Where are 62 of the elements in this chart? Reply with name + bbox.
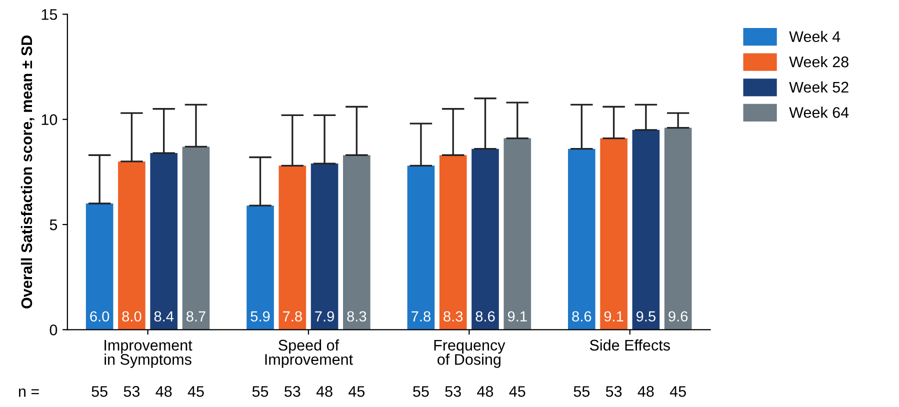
y-tick-label: 10 bbox=[42, 114, 58, 126]
data-label: 8.3 bbox=[347, 311, 366, 322]
y-axis-title: Overall Satisfaction score, mean ± SD bbox=[20, 36, 34, 308]
text: 45 bbox=[670, 386, 686, 397]
text: 53 bbox=[284, 386, 300, 397]
data-label: 8.0 bbox=[122, 311, 142, 322]
data-label: 8.7 bbox=[186, 311, 206, 322]
text: n = bbox=[18, 388, 39, 397]
bar bbox=[439, 155, 467, 330]
bar bbox=[600, 138, 628, 330]
data-label: 6.0 bbox=[90, 311, 110, 322]
data-label: 8.6 bbox=[572, 311, 592, 322]
legend-label: Week 28 bbox=[789, 56, 848, 68]
bar bbox=[664, 128, 692, 330]
bar bbox=[86, 204, 114, 330]
legend-label: Week 52 bbox=[789, 81, 848, 93]
text: 48 bbox=[156, 386, 172, 397]
x-tick-label: Speed of Improvement bbox=[265, 339, 353, 368]
y-tick-label: 5 bbox=[50, 220, 58, 230]
text: 45 bbox=[509, 386, 526, 397]
text: 53 bbox=[606, 386, 622, 397]
bar bbox=[632, 130, 660, 330]
legend-label: Week 4 bbox=[789, 30, 840, 42]
bar bbox=[278, 166, 306, 330]
bar bbox=[568, 148, 596, 330]
data-label: 9.1 bbox=[508, 311, 527, 322]
x-tick-label: Side Effects bbox=[590, 339, 670, 351]
data-label: 9.1 bbox=[604, 311, 624, 322]
bar bbox=[472, 148, 499, 330]
data-label: 8.6 bbox=[476, 311, 495, 322]
bar bbox=[246, 206, 274, 330]
y-tick-label: 15 bbox=[42, 9, 58, 20]
data-label: 7.8 bbox=[412, 311, 430, 322]
text: 48 bbox=[477, 386, 494, 397]
bar bbox=[504, 138, 532, 330]
data-label: 9.6 bbox=[668, 311, 688, 322]
text: 45 bbox=[188, 386, 204, 397]
data-label: 7.8 bbox=[283, 311, 302, 322]
x-tick-label: Improvement in Symptoms bbox=[104, 340, 192, 368]
text: 55 bbox=[574, 386, 590, 397]
x-tick-label: Frequency of Dosing bbox=[434, 340, 506, 368]
data-label: 8.3 bbox=[444, 311, 463, 322]
bar bbox=[150, 153, 178, 330]
data-label: 9.5 bbox=[636, 311, 656, 322]
data-label: 7.9 bbox=[315, 311, 334, 322]
text: 48 bbox=[638, 386, 654, 397]
y-tick-label: 0 bbox=[50, 324, 58, 336]
bar bbox=[343, 155, 370, 330]
legend-label: Week 64 bbox=[789, 106, 849, 118]
text: 53 bbox=[445, 386, 461, 397]
bar bbox=[310, 164, 338, 330]
bar bbox=[407, 166, 435, 330]
text: 55 bbox=[92, 386, 108, 397]
text: 48 bbox=[316, 386, 332, 397]
text: 55 bbox=[413, 386, 429, 397]
data-label: 8.4 bbox=[154, 311, 174, 322]
bar bbox=[118, 161, 146, 330]
text: 55 bbox=[252, 386, 268, 397]
bar bbox=[182, 146, 210, 330]
text: 53 bbox=[124, 386, 140, 397]
text: 45 bbox=[348, 386, 365, 397]
data-label: 5.9 bbox=[250, 311, 270, 322]
